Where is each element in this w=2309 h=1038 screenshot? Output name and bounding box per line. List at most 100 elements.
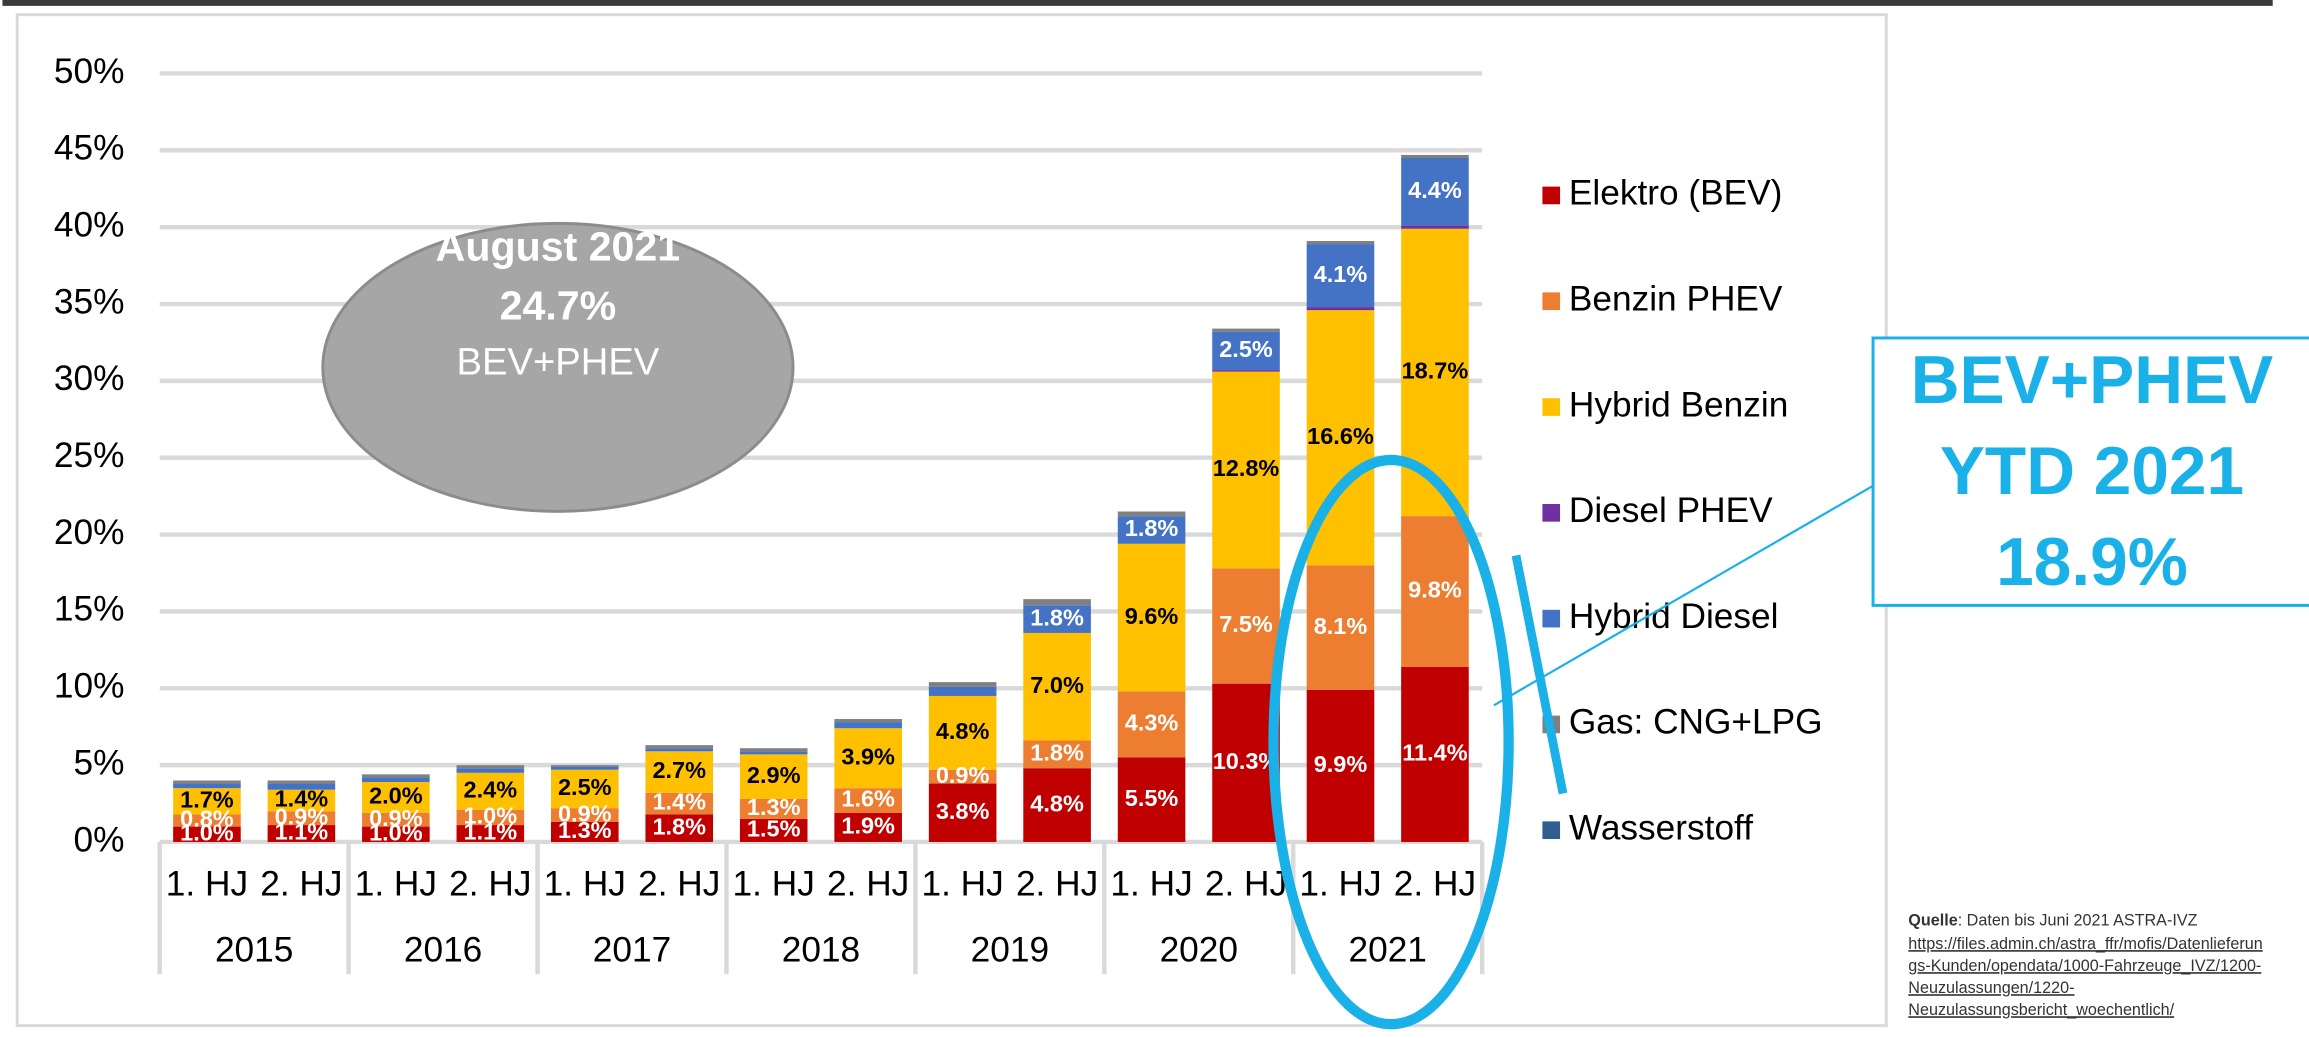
bar-segment: [928, 682, 997, 687]
legend-label: Gas: CNG+LPG: [1569, 703, 1823, 742]
data-label: 2.0%: [369, 783, 423, 809]
bar-segment: [1401, 158, 1469, 226]
source-link: Neuzulassungen/1220-: [1908, 979, 2074, 997]
data-label: 4.4%: [1408, 177, 1462, 203]
data-label: 1.8%: [1125, 515, 1179, 541]
bar-segment: [928, 783, 997, 842]
y-tick-label: 25%: [54, 436, 125, 475]
bar-segment: [1212, 328, 1280, 332]
group-label: 2018: [782, 930, 860, 969]
bar-segment: [645, 751, 714, 793]
group-label: 2021: [1349, 930, 1427, 969]
group-label: 2015: [215, 930, 293, 969]
source-links: https://files.admin.ch/astra_ffr/mofis/D…: [1908, 935, 2262, 1019]
bar-segment: [645, 745, 714, 749]
bar-segment: [550, 769, 619, 809]
group-label: 2020: [1160, 930, 1238, 969]
bar-segment: [1117, 511, 1186, 517]
data-label: 1.5%: [747, 816, 801, 842]
legend-label: Benzin PHEV: [1569, 280, 1783, 319]
bar-segment: [834, 722, 902, 729]
y-tick-label: 40%: [54, 205, 125, 244]
highlight-ellipse: [1268, 454, 1514, 1030]
x-tick-label: 2. HJ: [449, 864, 531, 903]
data-label: 1.1%: [464, 819, 518, 845]
y-tick-label: 50%: [54, 52, 125, 91]
legend-swatch: [1542, 398, 1561, 416]
data-label: 7.5%: [1219, 611, 1273, 637]
bar-segment: [928, 686, 997, 696]
data-label: 1.3%: [747, 794, 801, 820]
y-tick-label: 20%: [54, 513, 125, 552]
bar-segment: [550, 821, 619, 842]
group-label: 2017: [593, 930, 671, 969]
source-link: Neuzulassungsbericht_woechentlich/: [1908, 1001, 2174, 1019]
bar-segment: [1401, 225, 1469, 229]
bar-segment: [928, 695, 997, 770]
bar-segment: [550, 765, 619, 767]
y-tick-label: 15%: [54, 590, 125, 629]
legend-swatch: [1542, 186, 1561, 205]
bar-segment: [834, 812, 902, 842]
data-label: 3.8%: [936, 798, 990, 824]
bar-segment: [1117, 543, 1186, 692]
chart-frame: [15, 13, 1888, 1028]
bar-segment: [1117, 691, 1186, 758]
bar-segment: [645, 814, 714, 842]
callout-text: YTD 2021: [1940, 434, 2244, 509]
x-tick-label: 1. HJ: [921, 864, 1003, 903]
bar-segment: [456, 809, 525, 826]
bar-segment: [456, 825, 525, 842]
data-label: 2.7%: [652, 757, 706, 783]
data-label: 1.8%: [652, 813, 706, 839]
source-text: : Daten bis Juni 2021 ASTRA-IVZ: [1958, 912, 2198, 930]
x-tick-label: 1. HJ: [1299, 864, 1381, 903]
data-label: 2.5%: [558, 774, 612, 800]
bar-segment: [267, 780, 336, 784]
data-label: 1.3%: [558, 817, 612, 843]
legend-label: Elektro (BEV): [1569, 174, 1783, 213]
bar-segment: [1212, 683, 1280, 842]
x-tick-label: 2. HJ: [827, 864, 909, 903]
bar-segment: [834, 728, 902, 789]
x-tick-label: 2. HJ: [260, 864, 342, 903]
bar-segment: [1212, 568, 1280, 684]
data-label: 5.5%: [1125, 785, 1179, 811]
highlight-stroke: [1511, 554, 1568, 795]
bar-segment: [834, 788, 902, 813]
bar-segment: [1212, 370, 1280, 372]
data-label: 3.9%: [841, 743, 895, 769]
bar-segment: [456, 772, 525, 810]
bar-segment: [1306, 307, 1375, 311]
data-label: 4.8%: [936, 718, 990, 744]
data-label: 11.4%: [1402, 740, 1467, 766]
bar-segment: [267, 789, 336, 812]
data-label: 4.8%: [1030, 790, 1084, 816]
bar-segment: [1306, 241, 1375, 245]
data-label: 0.9%: [558, 800, 612, 826]
x-tick-label: 1. HJ: [1110, 864, 1192, 903]
x-tick-label: 2. HJ: [1394, 864, 1476, 903]
legend-swatch: [1542, 609, 1561, 628]
data-label: 4.3%: [1125, 710, 1179, 736]
bar-segment: [456, 768, 525, 773]
data-label: 7.0%: [1030, 672, 1084, 698]
callout-text: BEV+PHEV: [1911, 343, 2273, 418]
bar-segment: [1117, 757, 1186, 842]
data-label: 12.8%: [1213, 455, 1280, 481]
bar-segment: [645, 748, 714, 752]
bar-segment: [267, 825, 336, 842]
data-label: 18.7%: [1402, 358, 1469, 384]
bar-segment: [739, 798, 808, 819]
bar-segment: [173, 780, 241, 784]
legend-swatch: [1542, 292, 1561, 311]
x-tick-label: 2. HJ: [1016, 864, 1098, 903]
data-label: 9.9%: [1314, 751, 1368, 777]
bar-segment: [362, 782, 430, 813]
data-label: 1.0%: [369, 819, 423, 845]
callout-text: 18.9%: [1996, 525, 2188, 600]
data-label: 9.6%: [1125, 603, 1179, 629]
bar-segment: [550, 808, 619, 822]
data-label: 0.9%: [275, 803, 329, 829]
